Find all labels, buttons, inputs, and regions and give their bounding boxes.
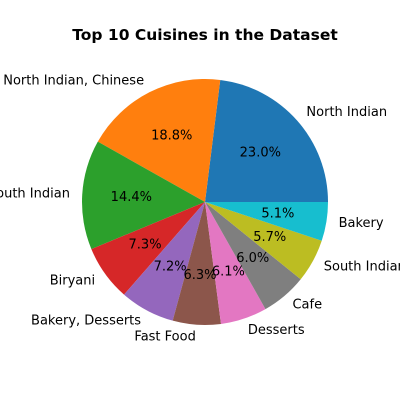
slice-label: South Indian [324, 259, 400, 274]
pie-slice [172, 202, 222, 325]
slice-percent-label: 23.0% [240, 146, 281, 161]
slice-percent-label: 6.0% [236, 251, 269, 266]
pie-slice [97, 79, 221, 202]
slice-percent-label: 18.8% [151, 129, 192, 144]
slice-labels: North Indian North Indian, Chinese South I… [0, 74, 400, 345]
pie-slices [82, 79, 328, 325]
pie-slice [124, 202, 205, 321]
slice-percent-label: 7.2% [154, 260, 187, 275]
slice-label: South Indian [0, 186, 70, 201]
slice-label: Desserts [248, 323, 305, 338]
slice-percent-label: 7.3% [129, 238, 162, 253]
slice-percent-label: 6.3% [183, 268, 216, 283]
pie-slice [205, 79, 328, 202]
chart-title: Top 10 Cuisines in the Dataset [72, 26, 338, 44]
slice-percent-label: 14.4% [111, 190, 152, 205]
slice-percent-labels: 23.0% 18.8% 14.4% 7.3% 7.2%6.3%6.1%6.0% 5.7% 5… [111, 129, 295, 284]
slice-percent-label: 6.1% [212, 264, 245, 279]
pie-slice [205, 202, 301, 310]
slice-percent-label: 5.1% [261, 206, 294, 221]
slice-label: Bakery [339, 216, 384, 231]
pie-slice [82, 141, 205, 250]
slice-label: Fast Food [134, 329, 195, 344]
pie-slice [91, 202, 205, 295]
slice-label: North Indian [306, 105, 387, 120]
slice-label: Biryani [50, 273, 95, 288]
pie-slice [205, 202, 322, 280]
pie-slice [205, 202, 266, 324]
slice-percent-label: 5.7% [253, 230, 286, 245]
slice-label: Cafe [292, 298, 322, 313]
slice-label: North Indian, Chinese [3, 74, 144, 89]
pie-slice [205, 202, 328, 241]
slice-label: Bakery, Desserts [31, 314, 141, 329]
